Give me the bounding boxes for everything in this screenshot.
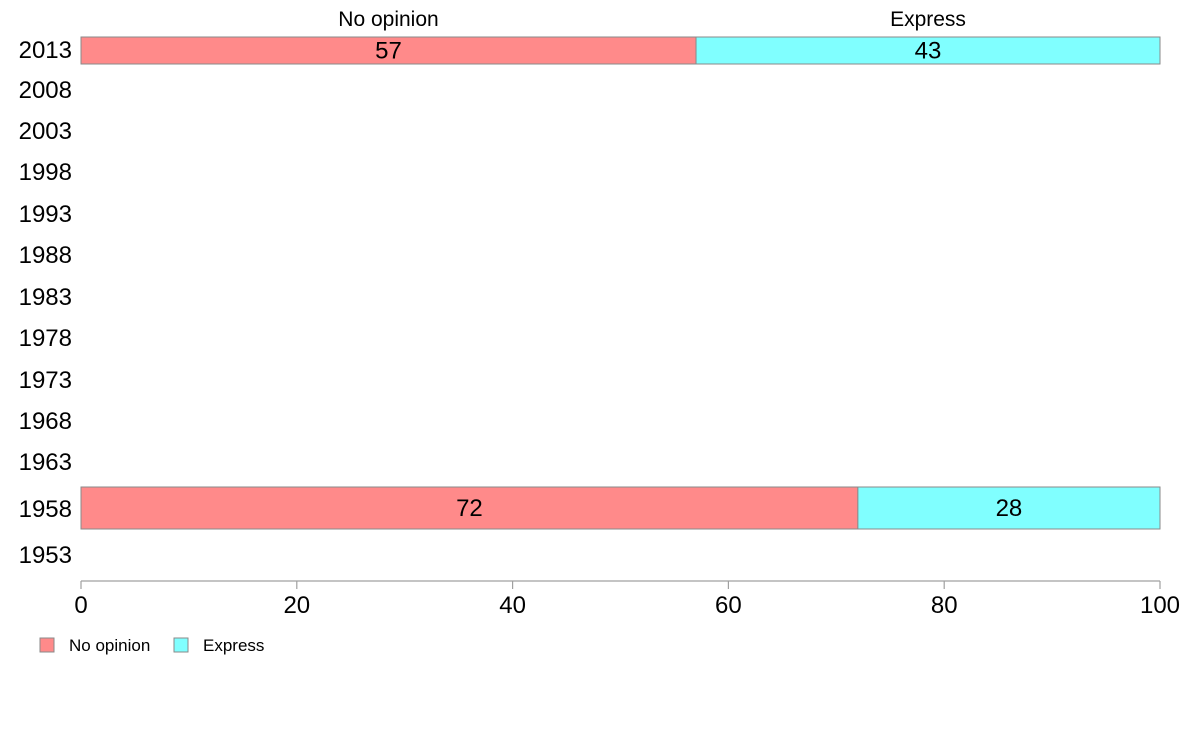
- bar-label-1958-no-opinion: 72: [456, 495, 483, 522]
- x-tick-label-40: 40: [499, 592, 526, 619]
- x-axis: 0 20 40 60 80 100: [74, 580, 1180, 619]
- bars-group: 57 43 72 28: [80, 36, 1161, 530]
- series-header-no-opinion: No opinion: [338, 8, 438, 31]
- legend: No opinion Express: [39, 636, 264, 655]
- y-tick-label-1993: 1993: [19, 201, 72, 228]
- bar-1958-express: [857, 486, 1161, 530]
- x-tick-label-80: 80: [931, 592, 958, 619]
- x-tick-label-100: 100: [1140, 592, 1180, 619]
- y-tick-label-1988: 1988: [19, 242, 72, 269]
- bar-2013-express: [695, 36, 1161, 65]
- y-tick-label-1963: 1963: [19, 449, 72, 476]
- y-tick-label-1953: 1953: [19, 542, 72, 569]
- y-axis-labels: 2013 2008 2003 1998 1993 1988 1983 1978 1973 1968…: [19, 37, 72, 569]
- y-tick-label-2008: 2008: [19, 77, 72, 104]
- bar-label-2013-no-opinion: 57: [375, 38, 402, 65]
- y-tick-label-1958: 1958: [19, 496, 72, 523]
- legend-label-express: Express: [203, 636, 264, 655]
- y-tick-label-1973: 1973: [19, 367, 72, 394]
- legend-swatch-no-opinion: [39, 637, 55, 653]
- series-header-express: Express: [890, 8, 966, 31]
- x-tick-label-0: 0: [74, 592, 87, 619]
- y-tick-label-1968: 1968: [19, 408, 72, 435]
- bar-label-2013-express: 43: [915, 38, 942, 65]
- y-tick-label-1978: 1978: [19, 325, 72, 352]
- legend-label-no-opinion: No opinion: [69, 636, 150, 655]
- x-tick-label-60: 60: [715, 592, 742, 619]
- y-tick-label-2003: 2003: [19, 118, 72, 145]
- y-tick-label-1983: 1983: [19, 284, 72, 311]
- y-tick-label-2013: 2013: [19, 37, 72, 64]
- y-tick-label-1998: 1998: [19, 159, 72, 186]
- series-header-group: No opinion Express: [338, 8, 966, 31]
- bar-1958-no-opinion: [80, 486, 859, 530]
- bar-label-1958-express: 28: [996, 495, 1023, 522]
- legend-swatch-express: [173, 637, 189, 653]
- bar-2013-no-opinion: [80, 36, 697, 65]
- x-tick-label-20: 20: [283, 592, 310, 619]
